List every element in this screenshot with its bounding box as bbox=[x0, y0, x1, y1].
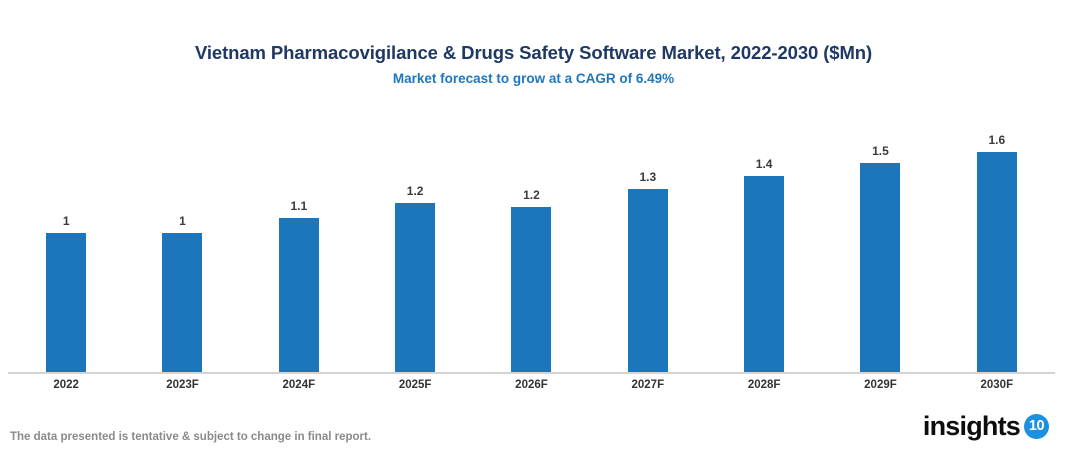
bar-group-2023f: 1 bbox=[124, 118, 240, 372]
x-tick-label: 2023F bbox=[166, 379, 199, 391]
bar-rect[interactable] bbox=[278, 218, 319, 372]
x-tick-label: 2027F bbox=[631, 379, 665, 391]
x-axis-tick-labels: 2022 2023F 2024F 2025F 2026F 2027F 2028F… bbox=[8, 378, 1055, 393]
bar-rect[interactable] bbox=[395, 203, 436, 372]
bar-group-2029f: 1.5 bbox=[822, 118, 938, 372]
chart-subtitle: Market forecast to grow at a CAGR of 6.4… bbox=[392, 71, 675, 86]
x-tick-label: 2028F bbox=[747, 379, 781, 391]
logo-badge-icon: 10 bbox=[1024, 413, 1049, 439]
bar-group-2024f: 1.1 bbox=[241, 118, 357, 372]
bar-value-label: 1.1 bbox=[290, 199, 308, 213]
bar-rect[interactable] bbox=[46, 233, 87, 372]
x-axis-line bbox=[8, 372, 1055, 374]
plot-area: 1 1 1.1 1.2 1.2 1.3 bbox=[8, 118, 1055, 372]
bar-group-2026f: 1.2 bbox=[473, 118, 589, 372]
bar-value-label: 1 bbox=[179, 214, 186, 228]
x-tick-label: 2026F bbox=[515, 379, 548, 391]
bar-rect[interactable] bbox=[744, 176, 785, 372]
bar-rect[interactable] bbox=[511, 207, 552, 372]
bar-rect[interactable] bbox=[162, 233, 203, 372]
x-tick-label: 2030F bbox=[980, 379, 1014, 391]
bar-rect[interactable] bbox=[976, 152, 1017, 372]
x-tick-label: 2024F bbox=[282, 379, 316, 391]
bar-value-label: 1.5 bbox=[872, 144, 889, 158]
insights10-logo: insights 10 bbox=[923, 410, 1049, 442]
bar-group-2025f: 1.2 bbox=[357, 118, 473, 372]
bar-group-2028f: 1.4 bbox=[706, 118, 822, 372]
bar-value-label: 1.6 bbox=[988, 133, 1006, 147]
bar-group-2027f: 1.3 bbox=[590, 118, 706, 372]
bar-value-label: 1.4 bbox=[755, 157, 773, 171]
bar-series: 1 1 1.1 1.2 1.2 1.3 bbox=[8, 118, 1055, 372]
x-tick-label: 2029F bbox=[864, 379, 897, 391]
bar-value-label: 1.2 bbox=[406, 184, 424, 198]
logo-wordmark: insights bbox=[922, 410, 1021, 441]
x-tick-label: 2022 bbox=[53, 379, 79, 391]
bar-rect[interactable] bbox=[627, 189, 668, 372]
bar-group-2030f: 1.6 bbox=[939, 118, 1055, 372]
bar-group-2022: 1 bbox=[8, 118, 124, 372]
bar-value-label: 1 bbox=[62, 214, 70, 228]
disclaimer-text: The data presented is tentative & subjec… bbox=[10, 431, 372, 443]
x-tick-label: 2025F bbox=[398, 379, 432, 391]
chart-header: Vietnam Pharmacovigilance & Drugs Safety… bbox=[0, 42, 1067, 88]
bar-value-label: 1.3 bbox=[639, 170, 657, 184]
bar-value-label: 1.2 bbox=[523, 188, 540, 202]
page-title: Vietnam Pharmacovigilance & Drugs Safety… bbox=[194, 42, 873, 63]
bar-rect[interactable] bbox=[860, 163, 901, 372]
